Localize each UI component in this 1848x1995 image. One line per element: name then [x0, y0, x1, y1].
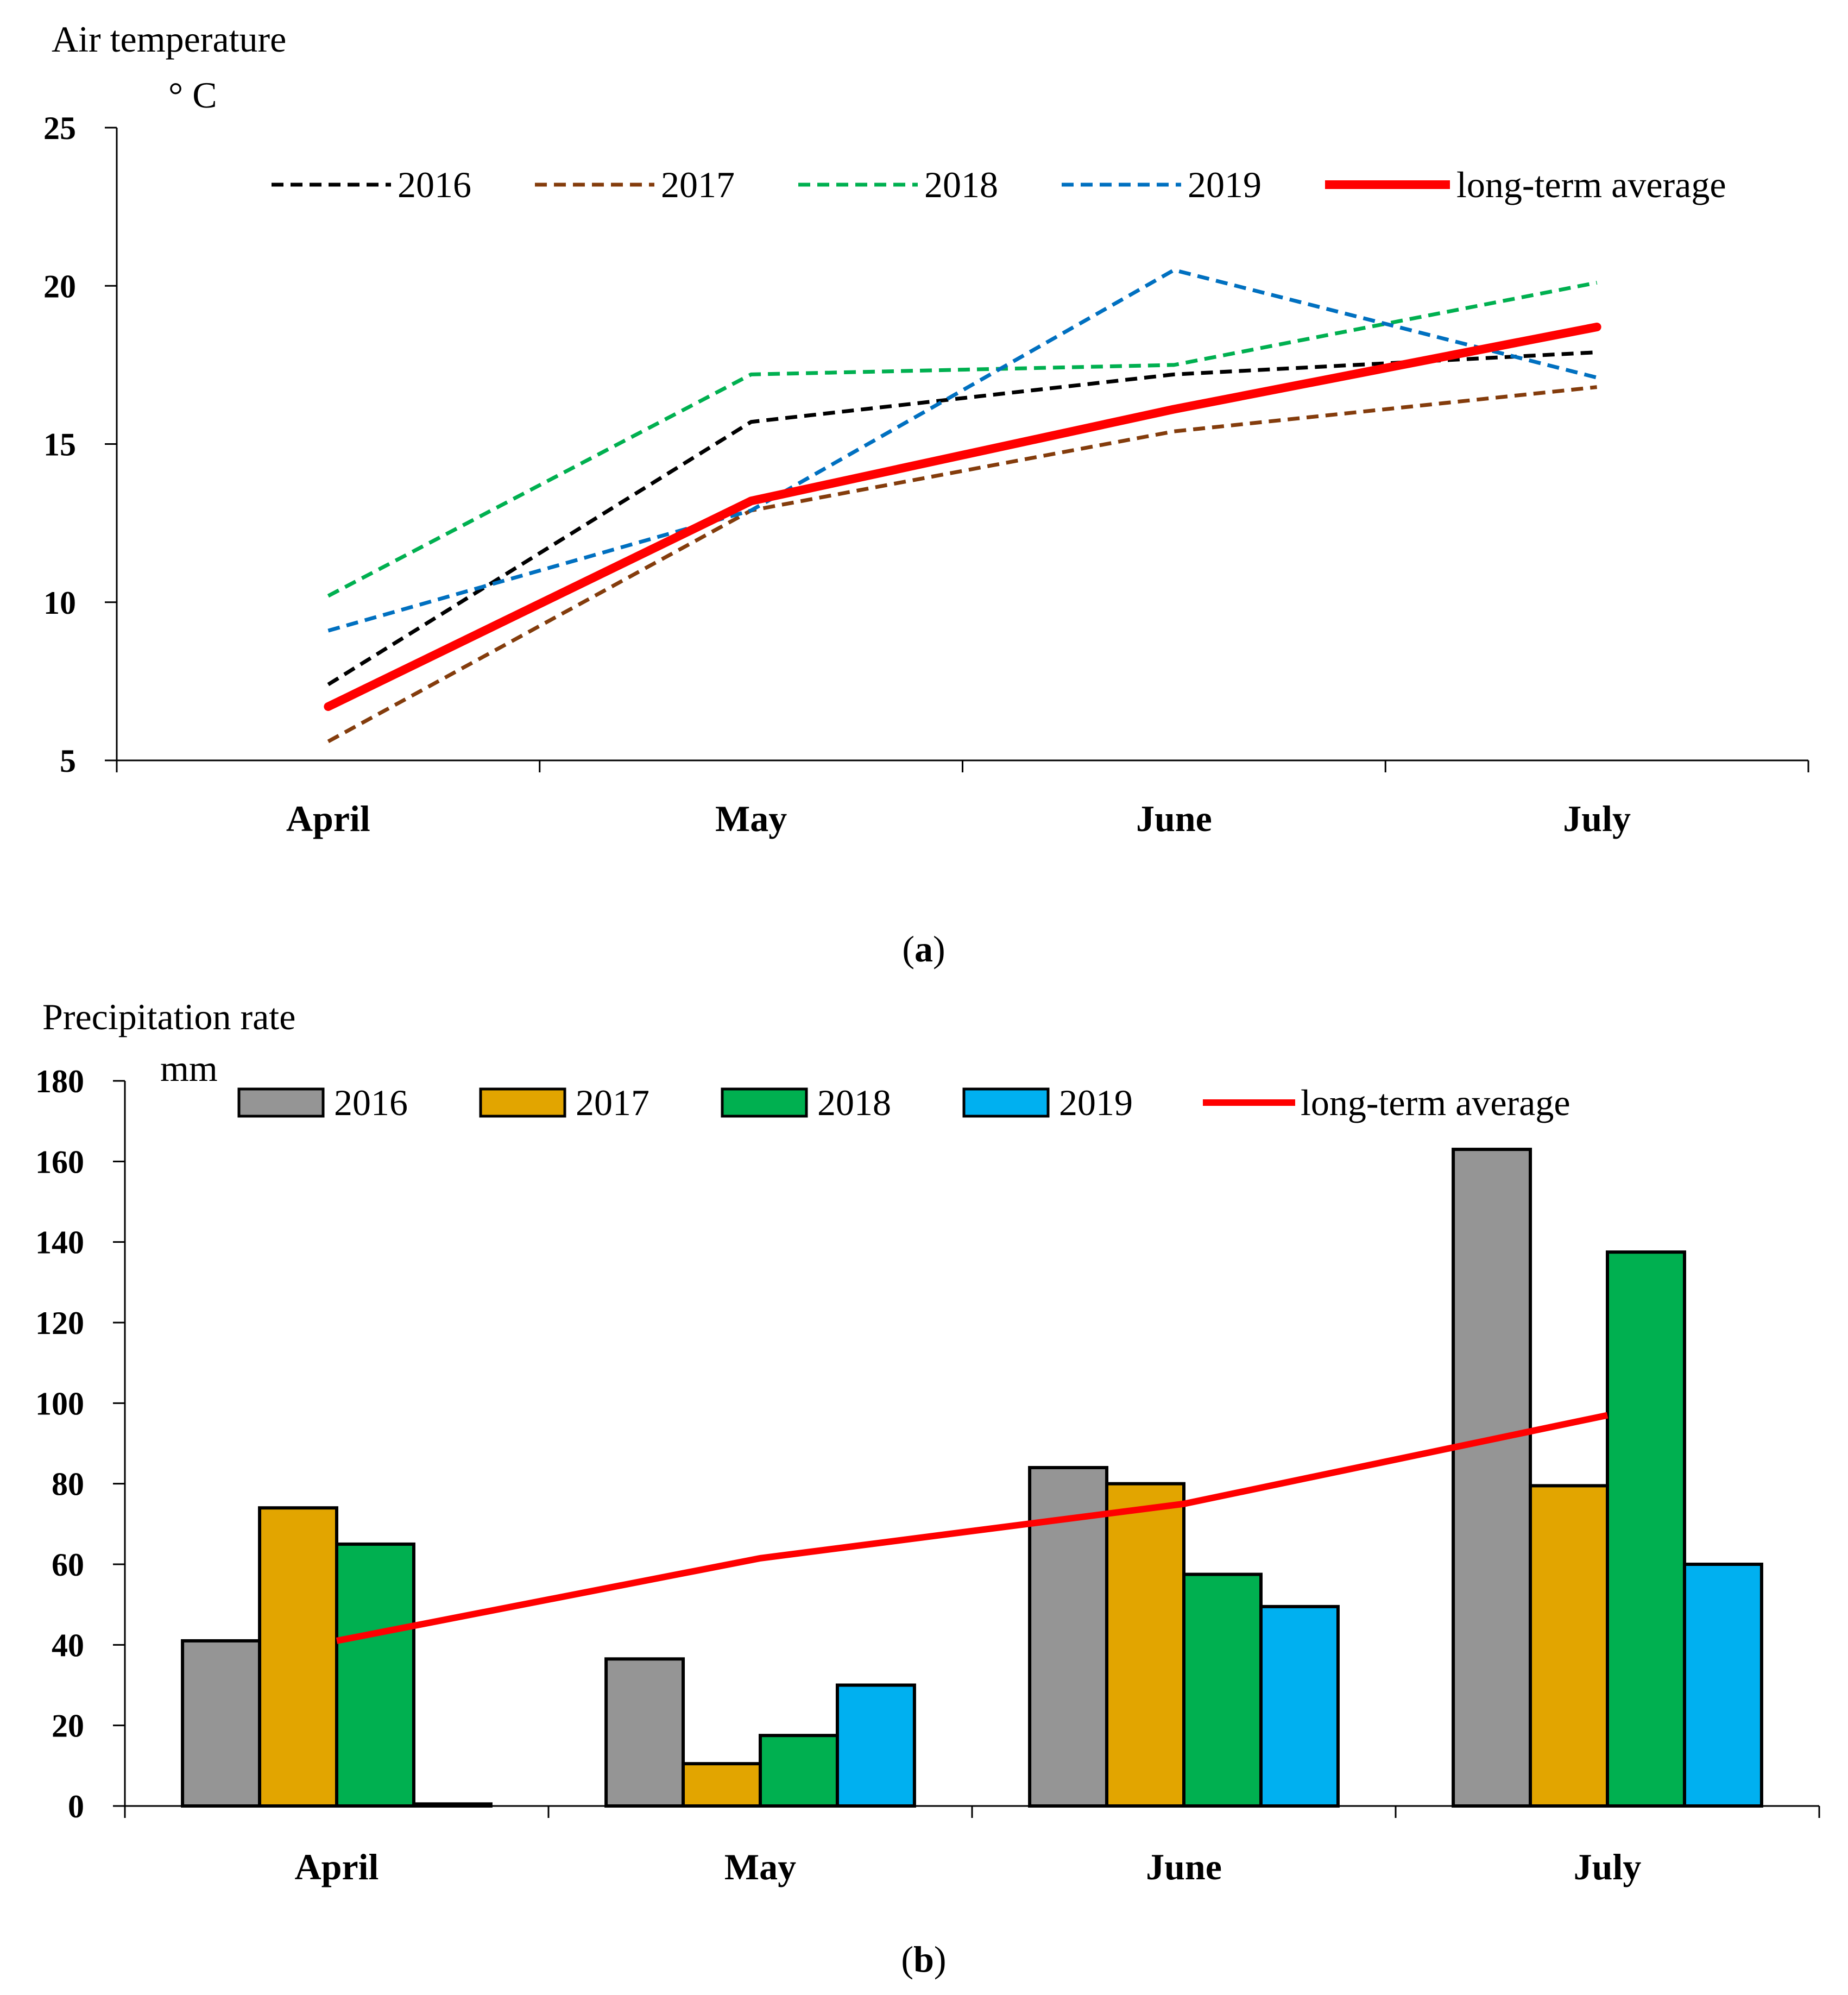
chart-b-legend-label: long-term average: [1301, 1082, 1571, 1123]
chart-b-legend: 2016 2017 2018 2019 long-term average: [237, 1082, 1571, 1123]
chart-a-legend-label: 2016: [398, 164, 471, 205]
chart-b-y-tick-label: 120: [35, 1305, 84, 1341]
chart-a-month-label: June: [1136, 798, 1212, 839]
chart-b-legend-label: 2019: [1059, 1082, 1133, 1123]
chart-a-month-label: July: [1563, 798, 1631, 839]
chart-b-yunit: mm: [160, 1048, 218, 1089]
chart-a-y-tick-label: 20: [43, 268, 76, 304]
chart-b-caption-label: b: [913, 1939, 934, 1980]
chart-b-y-tick-label: 100: [35, 1386, 84, 1421]
chart-a: Air temperature ° C 5 10 15 20 25 April May Ju…: [43, 18, 1809, 970]
chart-b-y-tick-label: 0: [68, 1789, 84, 1824]
chart-a-y-tick-label: 15: [43, 427, 76, 463]
chart-a-legend-label: 2019: [1188, 164, 1262, 205]
chart-a-ylabel: Air temperature: [52, 18, 286, 60]
chart-b-bar-2019: [1682, 1563, 1763, 1808]
chart-a-series-2017: [327, 385, 1597, 744]
chart-b-legend-label: 2017: [576, 1082, 649, 1123]
chart-b-y-tick-label: 180: [35, 1063, 84, 1099]
chart-b-bar-2019: [1259, 1604, 1340, 1808]
chart-b-y-tick-label: 40: [52, 1627, 84, 1663]
chart-a-month-label: April: [286, 798, 370, 839]
chart-b-bar-2018: [759, 1734, 839, 1808]
chart-a-legend: 2016 2017 2018 2019 long-term average: [272, 164, 1726, 205]
chart-b-month-label: May: [724, 1846, 796, 1887]
chart-a-axes: [116, 128, 1809, 772]
chart-b-y-tick-label: 60: [52, 1547, 84, 1583]
chart-b-yticks: 0 20 40 60 80 100 120 140 160 180: [35, 1063, 125, 1824]
chart-b-bar-2017: [1105, 1482, 1186, 1808]
chart-b-bars: [181, 1148, 1763, 1808]
chart-b-legend-label: 2016: [334, 1082, 408, 1123]
chart-a-legend-label: 2018: [924, 164, 998, 205]
chart-b-y-tick-label: 160: [35, 1144, 84, 1180]
chart-b-caption: (b): [901, 1939, 946, 1980]
chart-a-xticks: April May June July: [286, 798, 1631, 839]
chart-a-caption: (a): [902, 928, 945, 970]
chart-b-bar-2017: [1529, 1484, 1610, 1808]
chart-b-bar-2018: [1182, 1572, 1263, 1808]
chart-b-y-tick-label: 80: [52, 1467, 84, 1502]
chart-b-month-label: June: [1146, 1846, 1222, 1887]
chart-a-legend-label: long-term average: [1456, 164, 1726, 205]
chart-b-series-long-term-average: [336, 1412, 1609, 1644]
chart-a-series-2016: [327, 350, 1597, 687]
chart-a-y-tick-label: 25: [43, 110, 76, 146]
chart-b-average-line: [336, 1412, 1609, 1644]
chart-b-legend-swatch: [237, 1087, 325, 1118]
chart-b-bar-2018: [1606, 1250, 1686, 1808]
chart-b: Precipitation rate mm 0 20 40 60 80 100 120 140…: [35, 996, 1820, 1980]
chart-b-y-tick-label: 140: [35, 1225, 84, 1261]
chart-a-series-2018: [327, 280, 1598, 598]
chart-b-y-tick-label: 20: [52, 1708, 84, 1744]
chart-b-bar-2019: [412, 1802, 493, 1808]
chart-b-bar-2018: [335, 1542, 415, 1808]
chart-a-caption-label: a: [914, 928, 933, 970]
chart-b-bar-2019: [835, 1683, 916, 1808]
chart-a-y-tick-label: 5: [60, 743, 76, 779]
chart-a-yticks: 5 10 15 20 25: [43, 110, 117, 779]
chart-a-legend-label: 2017: [661, 164, 735, 205]
chart-a-series-2019: [327, 268, 1598, 633]
chart-b-bar-2016: [1452, 1148, 1532, 1808]
chart-b-legend-swatch: [962, 1087, 1050, 1118]
chart-a-series: [324, 268, 1601, 744]
chart-b-bar-2016: [604, 1657, 685, 1808]
chart-a-month-label: May: [715, 798, 787, 839]
chart-a-yunit: ° C: [168, 74, 217, 116]
chart-b-legend-swatch: [721, 1087, 808, 1118]
chart-b-bar-2017: [258, 1506, 339, 1808]
chart-b-bar-2016: [181, 1639, 262, 1808]
chart-a-y-tick-label: 10: [43, 585, 76, 621]
chart-b-legend-label: 2018: [817, 1082, 891, 1123]
chart-b-xticks: April May June July: [295, 1846, 1642, 1887]
chart-b-ylabel: Precipitation rate: [42, 996, 295, 1037]
chart-a-series-long-term-average: [324, 322, 1601, 711]
chart-b-legend-swatch: [479, 1087, 566, 1118]
chart-b-bar-2017: [682, 1762, 762, 1808]
chart-b-month-label: April: [295, 1846, 379, 1887]
chart-b-month-label: July: [1574, 1846, 1642, 1887]
